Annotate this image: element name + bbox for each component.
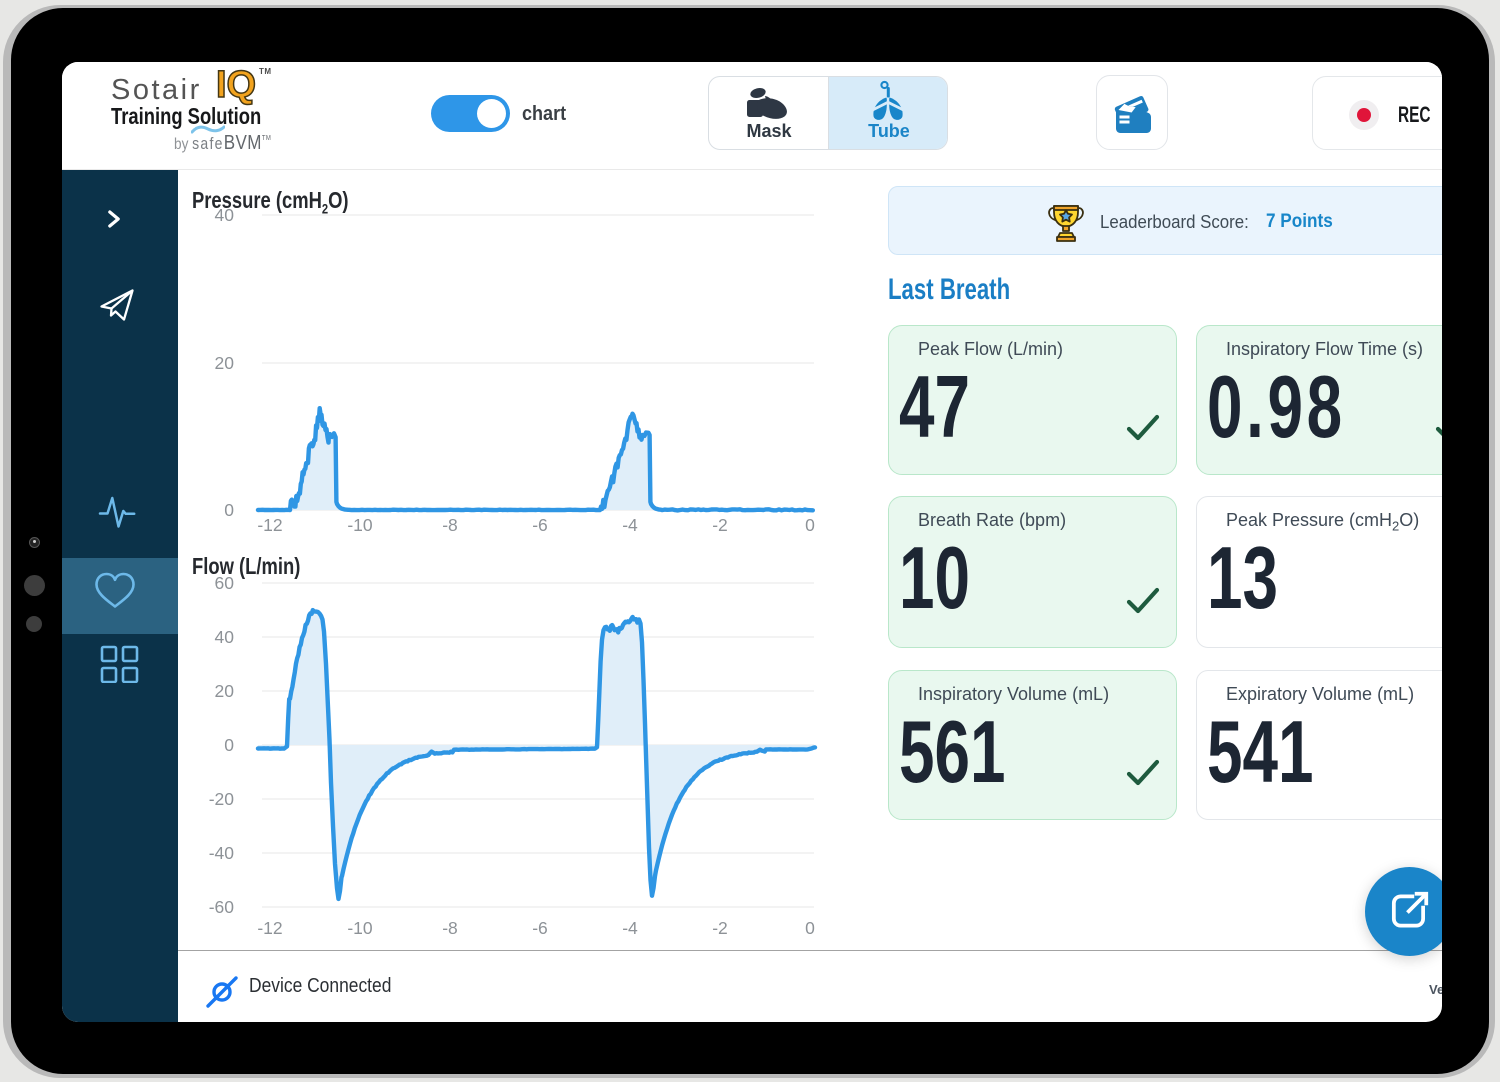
svg-text:-6: -6	[532, 918, 548, 938]
svg-text:-12: -12	[257, 515, 282, 535]
svg-text:40: 40	[215, 205, 235, 225]
svg-text:-4: -4	[622, 918, 638, 938]
svg-text:60: 60	[215, 573, 235, 593]
svg-text:-10: -10	[347, 918, 373, 938]
svg-text:-6: -6	[532, 515, 548, 535]
svg-text:-40: -40	[209, 843, 235, 863]
svg-text:-2: -2	[712, 515, 728, 535]
svg-text:20: 20	[215, 681, 235, 701]
svg-text:-8: -8	[442, 515, 458, 535]
svg-text:40: 40	[215, 627, 235, 647]
svg-text:20: 20	[215, 353, 235, 373]
svg-text:-12: -12	[257, 918, 282, 938]
svg-text:-4: -4	[622, 515, 638, 535]
svg-text:-60: -60	[209, 897, 235, 917]
svg-text:0: 0	[224, 735, 234, 755]
svg-text:-8: -8	[442, 918, 458, 938]
svg-text:-2: -2	[712, 918, 728, 938]
svg-text:-20: -20	[209, 789, 235, 809]
svg-text:-10: -10	[347, 515, 373, 535]
svg-text:0: 0	[805, 918, 815, 938]
svg-text:0: 0	[805, 515, 815, 535]
svg-text:0: 0	[224, 500, 234, 520]
